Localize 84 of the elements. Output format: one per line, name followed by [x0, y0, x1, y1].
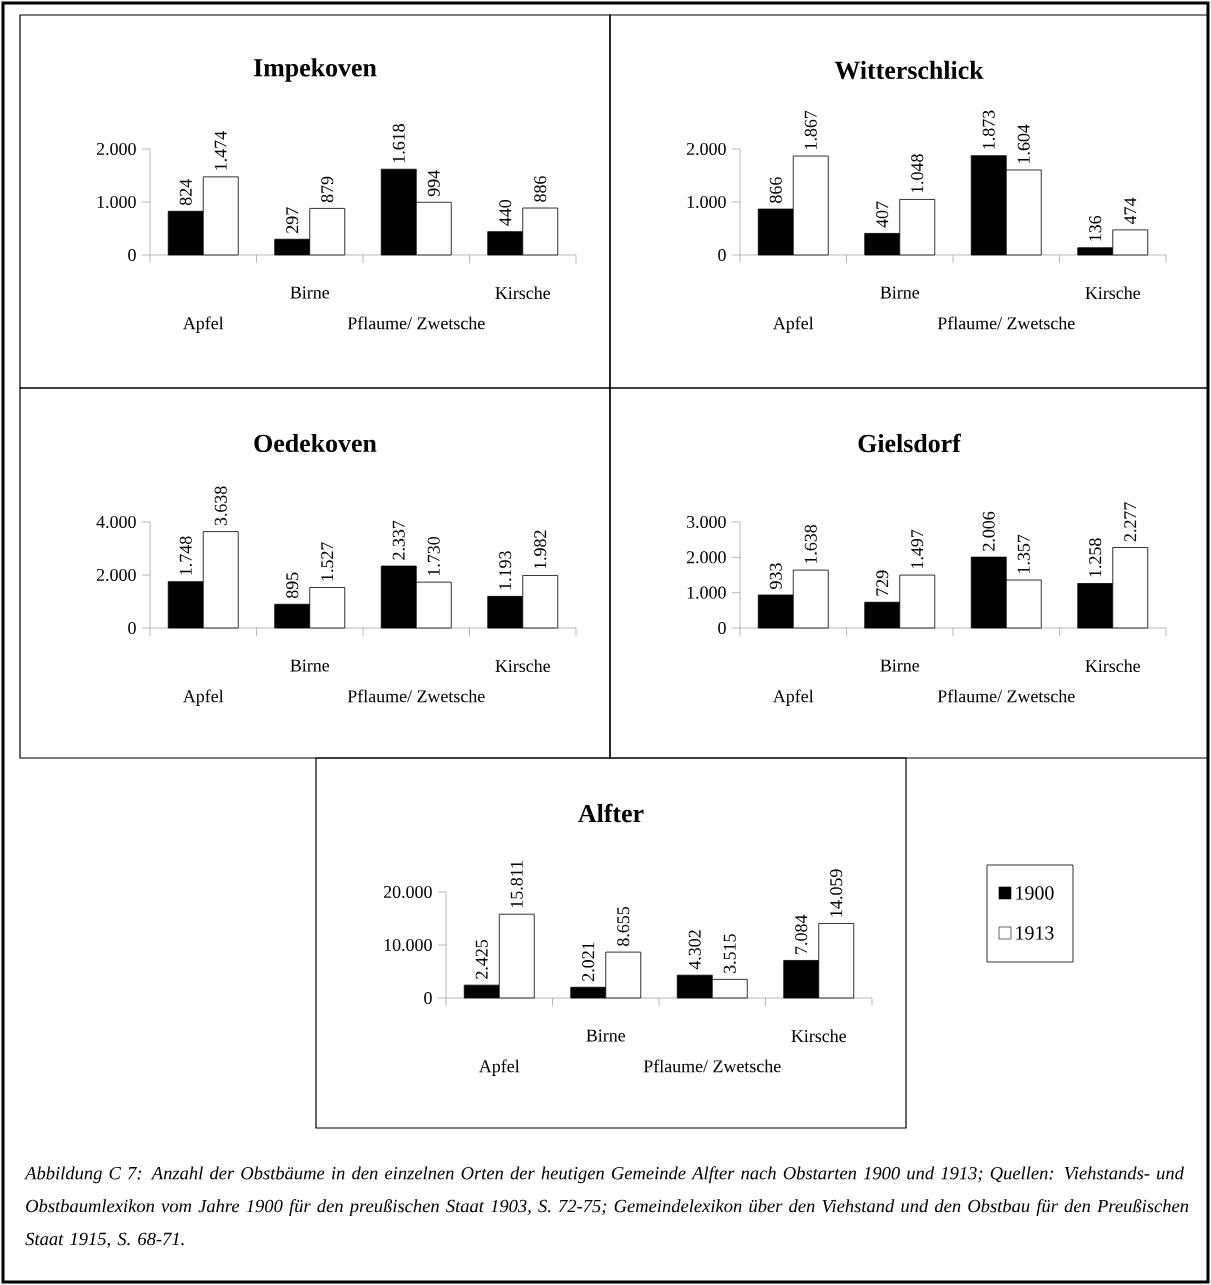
chart-title: Gielsdorf	[858, 433, 962, 453]
data-label: 440	[499, 199, 512, 226]
y-tick-label: 0	[718, 248, 726, 262]
x-tick-label: Birne	[290, 286, 330, 299]
data-label: 1.527	[321, 542, 334, 581]
legend-label: 1913	[1016, 926, 1054, 940]
x-tick-label: Kirsche	[1085, 659, 1141, 673]
y-tick-label: 1.000	[687, 195, 726, 209]
chart-title: Oedekoven	[254, 433, 377, 453]
y-tick-label: 4.000	[96, 515, 136, 529]
data-label: 1.604	[1017, 124, 1030, 163]
text: Abbildung C 7: Anzahl der Obstbäume in den einzelnen Orten der heutigen Gemeinde Alfter nach Obstarten 1900 und 1913; Quellen: Viehstands- und Obstbaumlexikon vom Jahre 1900 für den preußischen Staat 1903, S. 72-75; Gemeindelexikon über den Viehstand und den Obstbau für den Preußischen Staat 1915, S. 68-71.	[24, 1166, 1189, 1248]
data-label: 895	[286, 572, 299, 599]
data-label: 15.811	[510, 861, 523, 908]
chart-title: Witterschlick	[834, 60, 984, 80]
y-tick-label: 1.000	[687, 586, 726, 599]
data-label: 886	[534, 176, 547, 202]
x-tick-label: Birne	[586, 1029, 626, 1042]
x-tick-label: Kirsche	[1085, 286, 1141, 300]
data-label: 933	[769, 563, 782, 589]
data-label: 2.337	[392, 520, 405, 560]
data-label: 994	[427, 170, 440, 197]
data-label: 3.638	[214, 486, 227, 526]
x-tick-label: Kirsche	[495, 659, 551, 673]
y-tick-label: 3.000	[686, 515, 726, 529]
data-label: 1.193	[499, 551, 512, 590]
data-label: 1.258	[1089, 538, 1102, 577]
data-label: 2.277	[1124, 502, 1137, 542]
x-tick-label: Apfel	[479, 1059, 520, 1076]
data-label: 879	[321, 176, 334, 203]
data-label: 729	[876, 570, 889, 596]
x-tick-label: Kirsche	[791, 1029, 847, 1043]
y-tick-label: 0	[424, 991, 432, 1005]
chart-title: Alfter	[578, 803, 644, 823]
y-tick-label: 2.000	[96, 142, 136, 156]
x-tick-label: Birne	[880, 659, 920, 672]
data-label: 2.425	[475, 939, 488, 979]
x-tick-label: Apfel	[773, 316, 814, 333]
y-tick-label: 10.000	[384, 938, 432, 952]
y-tick-label: 2.000	[686, 142, 726, 156]
data-label: 1.048	[911, 154, 924, 193]
x-tick-label: Pflaume/ Zwetsche	[347, 316, 485, 330]
data-label: 3.515	[723, 934, 736, 973]
data-label: 297	[286, 207, 299, 233]
data-label: 866	[769, 177, 782, 203]
x-tick-label: Birne	[290, 659, 330, 672]
y-tick-label: 0	[718, 621, 726, 635]
data-label: 1.748	[179, 536, 192, 575]
y-tick-label: 2.000	[686, 551, 726, 564]
data-label: 7.084	[795, 914, 808, 954]
x-tick-label: Apfel	[773, 689, 814, 706]
x-tick-label: Apfel	[183, 689, 224, 706]
data-label: 407	[876, 201, 889, 228]
data-label: 1.982	[534, 530, 547, 569]
chart-title: Impekoven	[253, 58, 377, 82]
x-tick-label: Apfel	[183, 316, 224, 333]
data-label: 1.357	[1017, 534, 1030, 573]
data-label: 1.867	[804, 110, 817, 149]
x-tick-label: Pflaume/ Zwetsche	[937, 316, 1075, 330]
y-tick-label: 0	[128, 248, 136, 262]
x-tick-label: Pflaume/ Zwetsche	[347, 689, 485, 703]
data-label: 8.655	[617, 906, 630, 946]
x-tick-label: Birne	[880, 286, 920, 299]
x-tick-label: Pflaume/ Zwetsche	[643, 1059, 781, 1073]
data-label: 2.006	[982, 511, 995, 551]
x-tick-label: Pflaume/ Zwetsche	[937, 689, 1075, 703]
y-tick-label: 0	[128, 621, 136, 635]
data-label: 136	[1089, 215, 1102, 241]
y-tick-label: 2.000	[96, 568, 136, 582]
data-label: 1.730	[427, 536, 440, 576]
data-label: 1.638	[804, 524, 817, 564]
data-label: 14.059	[830, 869, 843, 917]
y-tick-label: 1.000	[97, 195, 136, 209]
data-label: 2.021	[582, 942, 595, 981]
y-tick-label: 20.000	[383, 885, 432, 899]
legend-label: 1900	[1016, 886, 1054, 900]
x-tick-label: Kirsche	[495, 286, 551, 300]
data-label: 1.474	[214, 131, 227, 170]
data-label: 4.302	[688, 930, 701, 970]
data-label: 824	[179, 179, 192, 206]
data-label: 1.873	[982, 110, 995, 149]
data-label: 474	[1124, 197, 1137, 224]
data-label: 1.497	[911, 529, 924, 568]
data-label: 1.618	[392, 124, 405, 163]
